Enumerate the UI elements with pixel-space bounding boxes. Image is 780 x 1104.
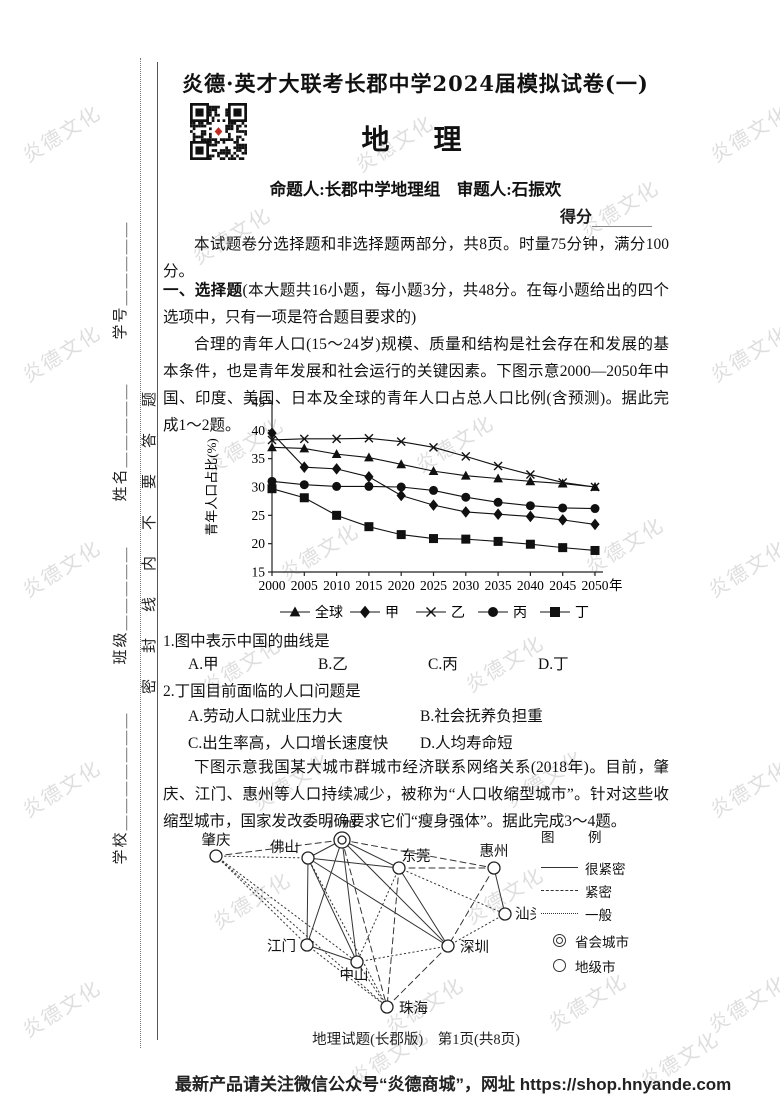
- watermark: 炎德文化: [705, 536, 780, 603]
- svg-text:年: 年: [609, 578, 623, 593]
- legend-item-very-close: 很紧密: [541, 856, 671, 879]
- watermark: 炎德文化: [707, 321, 780, 388]
- svg-text:45: 45: [252, 396, 266, 410]
- svg-text:乙: 乙: [451, 605, 465, 621]
- q1-option-d: D.丁: [538, 656, 569, 673]
- svg-text:珠海: 珠海: [399, 1000, 428, 1017]
- section-1-heading: 一、选择题(本大题共16小题，每小题3分，共48分。在每小题给出的四个选项中，只…: [163, 277, 669, 331]
- class-field: 班级＿＿＿＿＿: [113, 545, 129, 665]
- q1-option-b: B.乙: [318, 656, 348, 673]
- svg-text:中山: 中山: [340, 967, 369, 984]
- svg-text:2005: 2005: [291, 578, 318, 593]
- svg-text:15: 15: [252, 565, 266, 580]
- question-1-stem: 1.图中表示中国的曲线是: [163, 633, 330, 650]
- passage-questions-1-2: 合理的青年人口(15～24岁)规模、质量和结构是社会存在和发展的基本条件，也是青…: [163, 336, 669, 434]
- svg-text:2015: 2015: [355, 578, 382, 593]
- q2-option-a: A.劳动人口就业压力大: [188, 708, 343, 725]
- svg-text:30: 30: [252, 480, 266, 495]
- student-id-field: 学号＿＿＿＿＿: [113, 220, 129, 340]
- exam-instructions: 本试题卷分选择题和非选择题两部分，共8页。时量75分钟，满分100分。: [163, 236, 669, 280]
- legend-title: 图 例: [541, 830, 612, 845]
- watermark: 炎德文化: [707, 101, 780, 168]
- svg-text:汕头: 汕头: [515, 906, 536, 923]
- watermark: 炎德文化: [19, 321, 106, 388]
- prefecture-city-icon: [553, 959, 566, 972]
- legend-item-close: 紧密: [541, 879, 671, 902]
- q2-option-c: C.出生率高，人口增长速度快: [188, 735, 389, 752]
- watermark: 炎德文化: [707, 756, 780, 823]
- authors-line: 命题人:长郡中学地理组 审题人:石振欢: [269, 180, 562, 199]
- svg-text:35: 35: [252, 451, 266, 466]
- legend-item-prefecture: 地级市: [541, 954, 671, 977]
- svg-text:2010: 2010: [323, 578, 350, 593]
- passage-questions-3-4: 下图示意我国某大城市群城市经济联系网络关系(2018年)。目前，肇庆、江门、惠州…: [163, 759, 669, 830]
- svg-text:肇庆: 肇庆: [202, 832, 231, 849]
- svg-text:2025: 2025: [420, 578, 447, 593]
- subject-title: 地 理: [361, 125, 470, 156]
- q1-option-c: C.丙: [428, 656, 458, 673]
- legend-item-capital: 省会城市: [541, 929, 671, 952]
- svg-text:东莞: 东莞: [402, 848, 431, 865]
- svg-text:2020: 2020: [388, 578, 415, 593]
- watermark: 炎德文化: [19, 976, 106, 1043]
- promo-banner: 最新产品请关注微信公众号“炎德商城”，网址 https://shop.hnyan…: [175, 1075, 732, 1094]
- svg-text:25: 25: [252, 508, 266, 523]
- svg-text:甲: 甲: [385, 606, 399, 621]
- watermark: 炎德文化: [705, 971, 780, 1038]
- q2-option-d: D.人均寿命短: [420, 735, 513, 752]
- watermark: 炎德文化: [19, 756, 106, 823]
- svg-text:40: 40: [252, 423, 266, 438]
- section-1-title: 一、选择题: [163, 282, 243, 299]
- score-label: 得分: [560, 209, 593, 226]
- svg-text:2045: 2045: [549, 578, 576, 593]
- seal-solid-line: [157, 62, 158, 1040]
- solid-line-sample: [541, 867, 578, 868]
- student-name-field: 姓名＿＿＿＿＿: [113, 382, 129, 502]
- dashed-line-sample: [541, 890, 578, 891]
- dotted-line-sample: [541, 913, 578, 914]
- svg-text:广州: 广州: [328, 820, 357, 831]
- seal-instruction-text: 密封线内不要答题: [142, 366, 158, 695]
- section-1-note: (本大题共16小题，每小题3分，共48分。在每小题给出的四个选项中，只有一项是符…: [163, 282, 669, 326]
- svg-text:佛山: 佛山: [270, 839, 299, 856]
- svg-text:2040: 2040: [517, 578, 544, 593]
- svg-text:青年人口占比(%): 青年人口占比(%): [204, 438, 219, 536]
- svg-text:2035: 2035: [485, 578, 512, 593]
- capital-city-icon: [553, 934, 566, 947]
- question-2-stem: 2.丁国目前面临的人口问题是: [163, 683, 361, 700]
- svg-text:2050: 2050: [582, 578, 609, 593]
- page-footer: 地理试题(长郡版) 第1页(共8页): [312, 1032, 520, 1048]
- watermark: 炎德文化: [19, 536, 106, 603]
- network-legend: 图 例 很紧密 紧密 一般 省会城市 地级市: [541, 826, 671, 977]
- school-field: 学校＿＿＿＿＿＿＿: [113, 711, 129, 865]
- q2-option-b: B.社会抚养负担重: [420, 708, 543, 725]
- legend-item-general: 一般: [541, 902, 671, 925]
- svg-text:丁: 丁: [575, 606, 589, 621]
- score-blank: [592, 210, 653, 227]
- q1-option-a: A.甲: [188, 656, 219, 673]
- svg-text:2000: 2000: [259, 578, 286, 593]
- paper-title: 炎德·英才大联考长郡中学2024届模拟试卷(一): [182, 71, 649, 96]
- svg-text:丙: 丙: [513, 606, 527, 621]
- svg-text:2030: 2030: [452, 578, 479, 593]
- svg-text:20: 20: [252, 536, 266, 551]
- svg-text:惠州: 惠州: [480, 843, 509, 860]
- svg-text:深圳: 深圳: [460, 939, 489, 956]
- qr-code: [190, 103, 247, 160]
- svg-text:全球: 全球: [315, 604, 343, 621]
- score-row: 得分: [560, 203, 653, 227]
- seal-dotted-line: [140, 58, 141, 1048]
- watermark: 炎德文化: [19, 101, 106, 168]
- svg-text:江门: 江门: [267, 938, 296, 955]
